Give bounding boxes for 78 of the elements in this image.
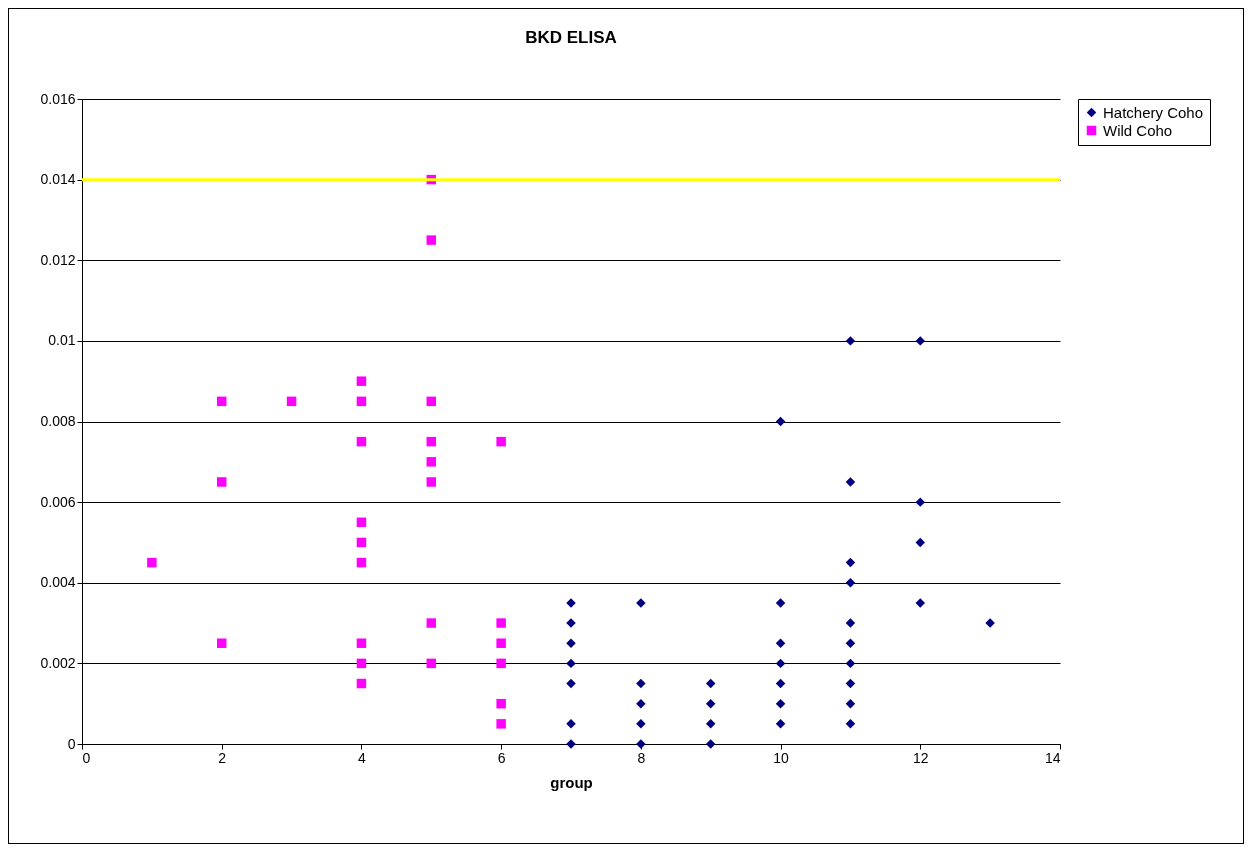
point [496,638,506,648]
y-tick-label: 0.012 [40,251,76,268]
x-tick-label: 2 [218,749,227,766]
point [496,618,506,628]
point [775,416,786,427]
point [496,436,506,447]
point [426,396,437,407]
point [636,698,646,709]
point [426,457,437,467]
y-tick-label: 0.014 [40,171,76,188]
point [845,678,856,689]
point [426,477,437,487]
point [915,537,926,548]
x-tick-label: 14 [1044,749,1061,766]
point [356,638,367,648]
point [915,598,926,608]
point [845,658,856,669]
legend-label: Wild Coho [1103,121,1173,139]
x-axis-title: group [550,773,593,791]
point [775,698,786,709]
point [356,557,367,568]
point [566,658,576,669]
point [356,517,367,528]
point [356,678,367,689]
y-tick-label: 0.004 [40,574,76,591]
point [356,396,367,407]
point [496,719,506,729]
point [845,618,856,628]
point [775,598,786,608]
x-tick-label: 6 [497,749,506,766]
y-tick-label: 0.008 [40,413,76,429]
point [705,739,716,749]
x-tick-label: 0 [82,749,91,766]
point [775,638,786,648]
point [775,719,786,729]
point [216,477,227,487]
point [356,537,367,548]
point [705,678,716,689]
x-tick-label: 8 [637,749,646,766]
point [775,678,786,689]
point [147,557,157,568]
point [426,436,437,447]
point [426,235,437,245]
point [915,497,926,507]
y-tick-label: 0.002 [40,654,76,671]
point [426,618,437,628]
point [845,578,856,588]
point [216,396,227,407]
point [216,638,227,648]
point [845,336,856,346]
y-tick-label: 0.01 [48,332,76,349]
point [845,477,856,487]
point [845,719,856,729]
point [705,698,716,709]
chart-title: BKD ELISA [525,28,617,47]
point [566,678,576,689]
point [845,557,856,568]
point [845,638,856,648]
y-tick-label: 0 [67,735,76,752]
point [286,396,297,407]
point [775,658,786,669]
x-tick-label: 10 [773,749,790,766]
point [426,658,437,669]
point [356,436,367,447]
point [496,658,506,669]
point [356,376,367,386]
x-tick-label: 12 [913,749,929,766]
point [915,336,926,346]
point [356,658,367,669]
legend-label: Hatchery Coho [1103,103,1204,121]
point [705,719,716,729]
point [845,698,856,709]
y-tick-label: 0.016 [40,90,76,107]
x-tick-label: 4 [358,749,367,766]
y-tick-label: 0.006 [40,493,76,510]
point [636,719,646,729]
point [636,678,646,689]
point [496,698,506,709]
